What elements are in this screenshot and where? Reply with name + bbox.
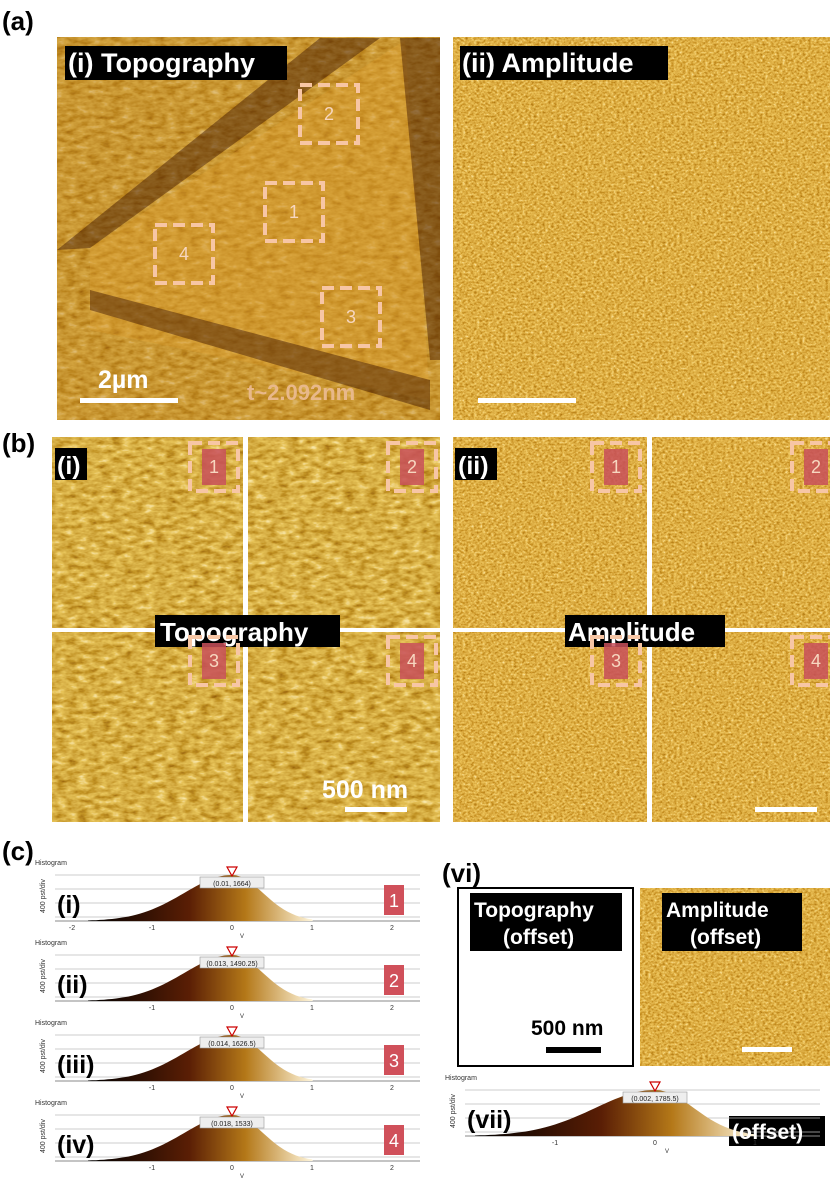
x-tick-label: 2 <box>390 1005 394 1012</box>
cursor-value: (0.014, 1626.5) <box>208 1041 255 1048</box>
region-number: 4 <box>179 244 189 264</box>
region-number: 1 <box>611 457 621 477</box>
y-axis-label: 400 pst/div <box>40 959 47 993</box>
histogram: Histogram 400 pst/div (0.013, 1490.25) -1 0 1… <box>35 940 420 1020</box>
region-number: 2 <box>324 104 334 124</box>
x-tick-label: 1 <box>310 1005 314 1012</box>
region-number: 2 <box>389 971 399 991</box>
x-tick-label: 0 <box>230 1165 234 1172</box>
image-title: Amplitude <box>568 617 695 647</box>
histogram-heading: Histogram <box>35 940 67 947</box>
histogram-heading: Histogram <box>35 1020 67 1027</box>
y-axis-label: 400 pst/div <box>450 1094 457 1128</box>
thickness-label: t~2.092nm <box>247 380 355 405</box>
page: (a) (i) Topography (ii) Amplitude 2 1 4 3 2µm t~… <box>0 0 830 1194</box>
x-tick-label: 0 <box>653 1140 657 1147</box>
histogram-heading: Histogram <box>35 1100 67 1107</box>
region-number: 2 <box>407 457 417 477</box>
region-number: 2 <box>811 457 821 477</box>
x-tick-label: 2 <box>390 1165 394 1172</box>
scale-label: 500 nm <box>322 776 408 804</box>
region-number: 3 <box>611 651 621 671</box>
region-number: 3 <box>346 307 356 327</box>
y-axis-label: 400 pst/div <box>40 1119 47 1153</box>
x-tick-label: -1 <box>149 1005 155 1012</box>
scale-bar <box>742 1047 792 1052</box>
cursor-value: (0.01, 1664) <box>213 881 251 888</box>
x-axis-label: V <box>240 1014 244 1020</box>
x-tick-label: 1 <box>310 1165 314 1172</box>
x-tick-label: 2 <box>390 1085 394 1092</box>
histogram-heading: Histogram <box>445 1075 477 1082</box>
panel-label: (b) <box>2 428 35 458</box>
histogram: Histogram 400 pst/div (0.014, 1626.5) -1 0 1 2… <box>35 1020 420 1100</box>
x-tick-label: 2 <box>390 925 394 932</box>
region-number: 3 <box>209 651 219 671</box>
cursor-value: (0.013, 1490.25) <box>206 961 257 968</box>
x-axis-label: V <box>240 1174 244 1180</box>
region-number: 1 <box>289 202 299 222</box>
amplitude-image <box>453 37 830 420</box>
image-label: (i) <box>57 452 81 480</box>
scale-bar <box>478 398 576 403</box>
region-number: 4 <box>407 651 417 671</box>
x-tick-label: 1 <box>310 1085 314 1092</box>
x-axis-label: V <box>665 1149 669 1155</box>
histogram-label: (i) <box>57 891 81 919</box>
histogram-heading: Histogram <box>35 860 67 867</box>
x-tick-label: 1 <box>310 925 314 932</box>
x-tick-label: -1 <box>149 1165 155 1172</box>
cursor-value: (0.018, 1533) <box>211 1121 253 1128</box>
region-number: 4 <box>811 651 821 671</box>
scale-bar <box>345 807 407 812</box>
scale-bar <box>755 807 817 812</box>
histogram-area <box>475 1090 756 1136</box>
region-number: 1 <box>389 891 399 911</box>
scale-bar <box>546 1047 601 1053</box>
offset-tag: (offset) <box>732 1121 803 1144</box>
panel-label: (c) <box>2 836 34 866</box>
y-axis-label: 400 pst/div <box>40 879 47 913</box>
figure: (a) (i) Topography (ii) Amplitude 2 1 4 3 2µm t~… <box>0 0 830 1189</box>
histogram-label: (iii) <box>57 1051 95 1079</box>
image-title: (i) Topography <box>68 48 255 78</box>
histogram: Histogram 400 pst/div (0.01, 1664) -2 -1 0 1 2 V… <box>35 860 420 940</box>
image-title: Topography <box>160 617 309 647</box>
region-number: 1 <box>209 457 219 477</box>
x-tick-label: 0 <box>230 1005 234 1012</box>
x-tick-label: 0 <box>230 1085 234 1092</box>
x-tick-label: -2 <box>69 925 75 932</box>
histogram-label: (iv) <box>57 1131 95 1159</box>
panel-label: (a) <box>2 6 34 36</box>
image-title: Amplitude <box>666 899 769 922</box>
x-tick-label: -1 <box>552 1140 558 1147</box>
histogram: Histogram 400 pst/div (0.018, 1533) -1 0 1 2 V (… <box>35 1100 420 1180</box>
histogram-label: (vii) <box>467 1106 511 1134</box>
histogram-label: (ii) <box>57 971 88 999</box>
image-title: Topography <box>474 899 594 922</box>
scale-label: 2µm <box>98 366 149 394</box>
x-tick-label: -1 <box>149 925 155 932</box>
scale-label: 500 nm <box>531 1017 603 1040</box>
image-title: (ii) Amplitude <box>462 48 633 78</box>
x-tick-label: 0 <box>230 925 234 932</box>
panel-label: (vi) <box>442 858 481 888</box>
x-tick-label: -1 <box>149 1085 155 1092</box>
scale-bar <box>80 398 178 403</box>
x-axis-label: V <box>240 934 244 940</box>
cursor-value: (0.002, 1785.5) <box>631 1096 678 1103</box>
y-axis-label: 400 pst/div <box>40 1039 47 1073</box>
image-subtitle: (offset) <box>690 926 761 949</box>
image-subtitle: (offset) <box>503 926 574 949</box>
image-label: (ii) <box>458 452 489 480</box>
panel-a <box>57 37 830 420</box>
region-number: 4 <box>389 1131 399 1151</box>
region-number: 3 <box>389 1051 399 1071</box>
x-axis-label: V <box>240 1094 244 1100</box>
